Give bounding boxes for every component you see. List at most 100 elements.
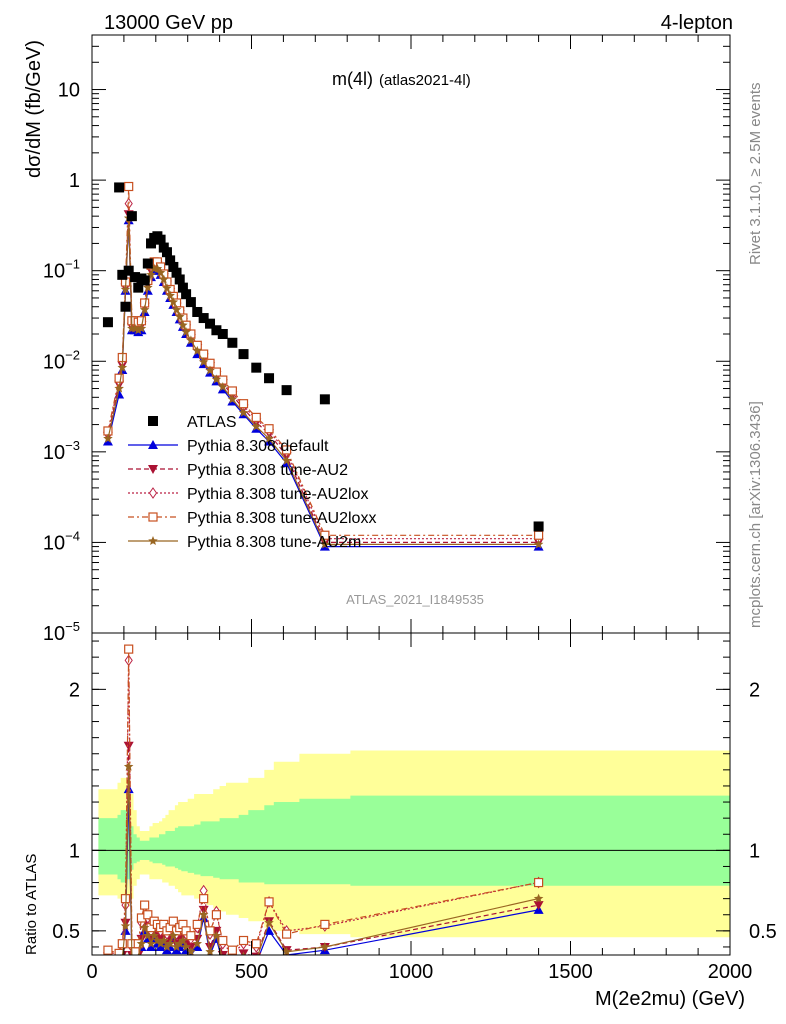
ratio-series-3-point	[281, 929, 292, 939]
atlas-data-point	[251, 362, 262, 373]
ratio-series-line-4	[122, 766, 539, 955]
ratio-series-3-point	[199, 894, 209, 904]
main-series-0-point	[102, 436, 113, 446]
atlas-data-point	[174, 274, 185, 285]
ratio-series-4-point	[205, 946, 215, 955]
main-ytick-label: 10−4	[43, 528, 80, 554]
mcplots-info: mcplots.cern.ch [arXiv:1306.3436]	[747, 401, 764, 628]
ratio-series-4-point	[114, 961, 124, 970]
main-series-line-3	[107, 186, 539, 536]
ratio-series-4-point	[143, 930, 153, 940]
legend-label: Pythia 8.308 tune-AU2loxx	[187, 510, 376, 527]
xtick-label: 1000	[389, 961, 434, 983]
ratio-series-1-point	[130, 959, 140, 968]
main-series-3-point	[533, 530, 544, 540]
main-ylabel: dσ/dM (fb/GeV)	[23, 40, 45, 178]
main-series-4-point	[320, 539, 330, 549]
atlas-data-point	[185, 297, 196, 308]
ratio-series-4-point	[136, 938, 147, 948]
ratio-series-4-point	[130, 961, 140, 970]
legend-label: Pythia 8.308 tune-AU2m	[187, 534, 361, 551]
atlas-data-point	[117, 269, 128, 280]
ratio-series-4-point	[139, 922, 150, 932]
atlas-data-point	[123, 265, 134, 276]
main-series-3-point	[251, 412, 261, 423]
ratio-ytick-label: 2	[69, 679, 80, 701]
main-series-4-point	[136, 323, 147, 333]
xtick-label: 500	[235, 961, 268, 983]
ratio-ytick-label: 0.5	[52, 921, 80, 943]
main-series-4-point	[192, 345, 202, 355]
main-series-4-point	[120, 284, 131, 294]
ratio-series-3-point	[192, 919, 202, 930]
atlas-data-point	[133, 282, 144, 293]
legend-marker	[148, 536, 158, 545]
ratio-series-4-point	[222, 954, 223, 955]
ratio-series-4-point	[198, 909, 209, 919]
ratio-series-3-point	[114, 948, 124, 955]
ratio-series-3-point	[143, 910, 153, 920]
main-series-4-point	[186, 335, 196, 345]
ratio-series-3-point	[320, 919, 330, 930]
ratio-series-4-point	[146, 938, 156, 948]
xtick-label: 1500	[548, 961, 593, 983]
atlas-data-point	[181, 289, 192, 300]
main-series-4-point	[103, 433, 113, 443]
legend-label: ATLAS	[187, 414, 237, 431]
ratio-series-4-point	[533, 893, 544, 903]
ratio-series-0-point	[264, 925, 275, 935]
main-series-3-point	[114, 373, 124, 383]
main-series-4-point	[238, 407, 249, 417]
main-ytick-label: 10−1	[43, 257, 80, 283]
atlas-data-point	[171, 267, 182, 278]
ratio-series-3-point	[117, 939, 127, 949]
x-axis-label: M(2e2mu) (GeV)	[595, 988, 745, 1010]
main-series-3-point	[238, 399, 249, 409]
ratio-series-0-point	[127, 958, 137, 967]
main-series-4-point	[117, 362, 128, 372]
ratio-series-4-point	[168, 930, 179, 940]
ratio-series-4-point	[281, 946, 292, 955]
atlas-data-point	[161, 247, 172, 258]
atlas-data-point	[142, 258, 153, 269]
plot-title: m(4l) (atlas2021-4l)	[332, 69, 471, 89]
main-series-4-point	[533, 539, 544, 549]
atlas-data-point	[264, 373, 275, 384]
atlas-data-point	[227, 337, 238, 348]
ratio-series-0-point	[133, 958, 143, 967]
atlas-data-point	[533, 521, 544, 532]
ratio-series-3-point	[264, 897, 274, 907]
atlas-data-point	[168, 261, 179, 272]
ratio-ytick-label-right: 2	[749, 679, 760, 701]
main-series-4-point	[218, 382, 228, 391]
ratio-series-4-point	[178, 935, 188, 945]
ratio-series-4-point	[120, 921, 131, 931]
ratio-panel: 0.5 0.5 1 1 2 2 0 500 1000 1500 2000	[52, 632, 777, 983]
main-ytick-label: 10−3	[43, 438, 80, 464]
main-series-4-point	[168, 297, 179, 307]
main-series-4-point	[165, 290, 175, 300]
atlas-data-point	[114, 182, 125, 193]
ratio-series-1-point	[114, 959, 124, 968]
legend: ATLAS Pythia 8.308 default Pythia 8.308 tu…	[128, 414, 376, 551]
ratio-series-4-point	[162, 942, 172, 951]
ratio-series-4-point	[239, 951, 248, 955]
ratio-series-3-point	[181, 926, 191, 936]
ratio-series-4-point	[171, 942, 182, 951]
ratio-ytick-label-right: 1	[749, 840, 760, 862]
main-series-4-point	[114, 383, 124, 393]
main-ytick-label: 10−5	[43, 619, 80, 645]
ratio-series-4-point	[320, 942, 330, 951]
atlas-data-point	[205, 318, 216, 329]
atlas-data-point	[146, 238, 157, 249]
main-series-4-point	[162, 283, 172, 293]
atlas-data-point	[319, 394, 330, 405]
ratio-series-3-point	[227, 945, 237, 955]
ratio-series-4-point	[107, 954, 109, 955]
ratio-series-4-point	[211, 930, 222, 940]
main-series-3-point	[281, 445, 292, 455]
main-series-3-point	[264, 424, 274, 434]
ratio-series-4-point	[186, 946, 196, 955]
main-ytick-label: 10	[58, 80, 80, 102]
